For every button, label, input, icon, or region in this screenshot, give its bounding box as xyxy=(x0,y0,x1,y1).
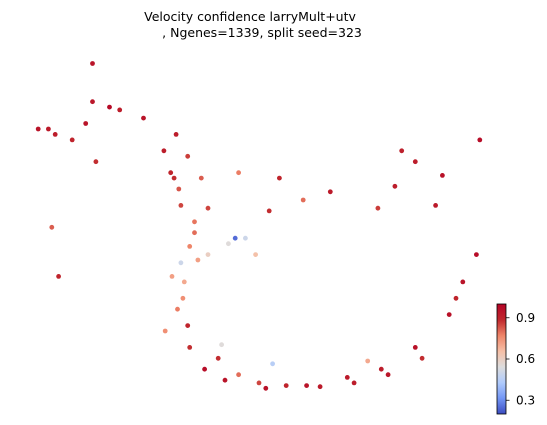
scatter-point xyxy=(263,385,269,391)
scatter-point xyxy=(173,132,179,137)
scatter-point xyxy=(256,380,262,386)
scatter-point xyxy=(90,99,95,105)
scatter-point xyxy=(412,345,418,350)
scatter-point xyxy=(56,274,61,279)
colorbar-ticks: 0.3 0.6 0.9 xyxy=(506,311,535,407)
scatter-point xyxy=(375,205,381,211)
scatter-point xyxy=(83,121,89,126)
scatter-point xyxy=(187,345,193,350)
scatter-point xyxy=(185,323,191,328)
scatter-point xyxy=(46,126,51,132)
scatter-point xyxy=(317,384,323,390)
scatter-point xyxy=(277,175,282,181)
scatter-point xyxy=(117,107,123,113)
scatter-point xyxy=(412,159,418,165)
scatter-point xyxy=(226,241,231,247)
colorbar-tick-label: 0.6 xyxy=(516,352,535,366)
scatter-point xyxy=(107,104,112,110)
scatter-point xyxy=(187,244,193,249)
scatter-point xyxy=(236,170,242,176)
chart-title-line-2: , Ngenes=1339, split seed=323 xyxy=(162,25,362,40)
scatter-point xyxy=(477,137,483,143)
scatter-point xyxy=(351,380,357,386)
scatter-point xyxy=(178,260,184,266)
scatter-point xyxy=(192,219,197,225)
scatter-point xyxy=(433,203,438,208)
scatter-point xyxy=(399,148,405,154)
scatter-point xyxy=(202,366,208,372)
scatter-point xyxy=(198,175,204,181)
scatter-point xyxy=(52,132,58,137)
scatter-point xyxy=(175,306,180,312)
scatter-point xyxy=(327,189,333,195)
scatter-point xyxy=(168,170,174,176)
scatter-point xyxy=(219,342,225,348)
scatter-point xyxy=(90,61,95,66)
scatter-point xyxy=(270,361,275,367)
scatter-point xyxy=(304,383,309,388)
scatter-point xyxy=(300,197,306,203)
scatter-point xyxy=(181,279,187,285)
scatter-point xyxy=(232,235,238,241)
colorbar-tick-label: 0.3 xyxy=(516,393,535,407)
scatter-point xyxy=(161,148,167,154)
scatter-point xyxy=(419,355,425,361)
scatter-points xyxy=(35,61,483,391)
scatter-point xyxy=(195,257,201,263)
scatter-point xyxy=(440,173,445,178)
scatter-point xyxy=(205,252,211,257)
scatter-point xyxy=(453,295,459,301)
scatter-point xyxy=(243,235,248,241)
scatter-point xyxy=(253,252,258,257)
scatter-point xyxy=(169,274,175,279)
scatter-point xyxy=(93,159,99,165)
scatter-point xyxy=(378,366,384,372)
colorbar-tick-label: 0.9 xyxy=(516,311,535,325)
scatter-point xyxy=(49,224,55,230)
scatter-point xyxy=(162,328,168,334)
scatter-point xyxy=(344,375,350,380)
scatter-point xyxy=(474,252,479,257)
chart-title-line-1: Velocity confidence larryMult+utv xyxy=(144,9,356,24)
scatter-point xyxy=(236,372,242,378)
scatter-point xyxy=(69,137,75,143)
scatter-point xyxy=(178,203,184,208)
scatter-point xyxy=(176,186,182,192)
scatter-point xyxy=(35,126,41,132)
colorbar: 0.3 0.6 0.9 xyxy=(496,303,535,415)
colorbar-gradient xyxy=(496,303,507,415)
scatter-point xyxy=(283,383,289,388)
scatter-point xyxy=(392,183,398,189)
scatter-point xyxy=(185,153,191,159)
scatter-point xyxy=(460,279,466,285)
scatter-point xyxy=(266,208,272,214)
scatter-point xyxy=(171,175,177,181)
scatter-point xyxy=(446,312,452,317)
scatter-point xyxy=(180,295,186,301)
scatter-point xyxy=(205,205,211,211)
scatter-point xyxy=(385,372,391,378)
scatter-point xyxy=(215,355,221,361)
scatter-point xyxy=(141,115,146,121)
scatter-point xyxy=(222,377,228,383)
scatter-point xyxy=(192,230,197,236)
scatter-point xyxy=(365,358,371,364)
